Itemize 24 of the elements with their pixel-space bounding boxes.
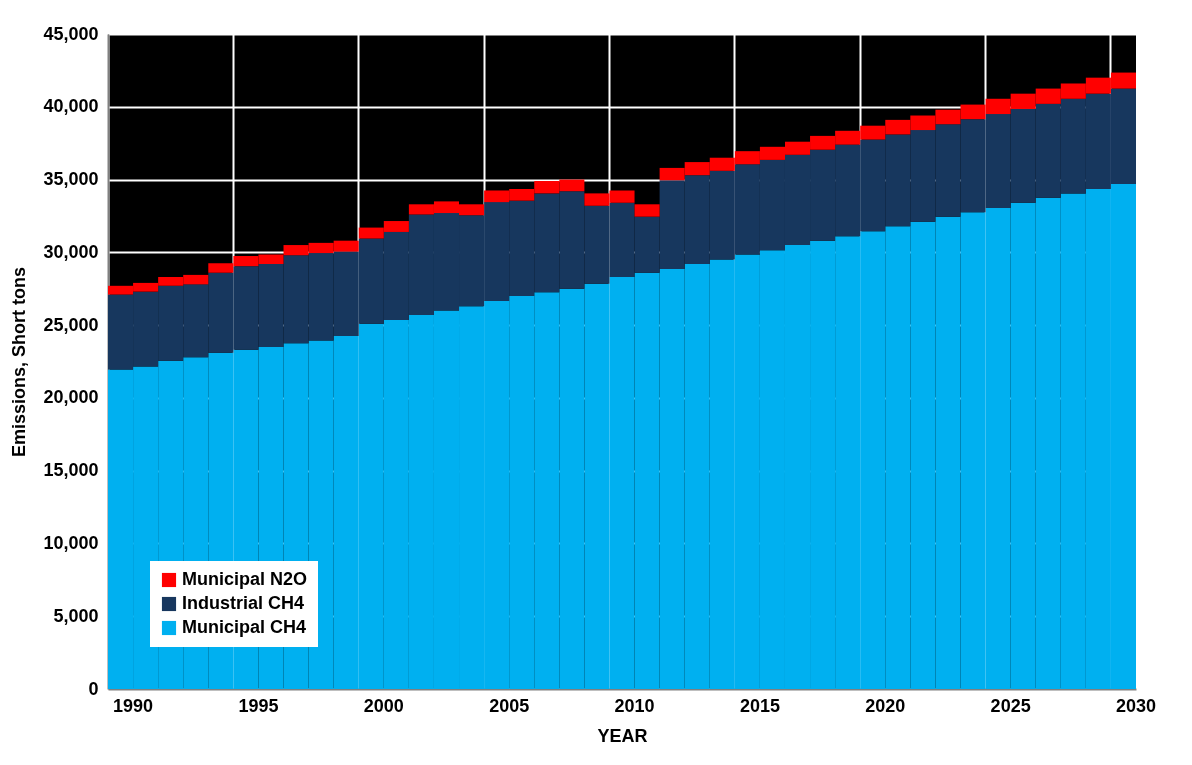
y-tick-label: 30,000 xyxy=(43,241,99,262)
x-tick-label: 2015 xyxy=(739,695,780,716)
x-tick-label: 2030 xyxy=(1115,695,1157,716)
y-tick-label: 25,000 xyxy=(43,314,99,335)
y-tick-label: 40,000 xyxy=(43,96,99,117)
legend-label: Municipal CH4 xyxy=(182,617,307,637)
x-tick-label: 1990 xyxy=(113,695,154,716)
x-tick-label: 1995 xyxy=(238,695,279,716)
y-tick-label: 45,000 xyxy=(43,23,99,44)
x-tick-label: 2020 xyxy=(865,695,906,716)
y-tick-label: 35,000 xyxy=(43,169,99,190)
y-tick-label: 0 xyxy=(88,678,99,699)
x-tick-label: 2000 xyxy=(363,695,404,716)
y-tick-label: 10,000 xyxy=(43,532,99,553)
y-tick-label: 20,000 xyxy=(43,387,99,408)
x-tick-label: 2025 xyxy=(990,695,1031,716)
x-axis-title: YEAR xyxy=(597,725,648,746)
y-tick-label: 5,000 xyxy=(53,605,99,626)
x-tick-label: 2010 xyxy=(614,695,655,716)
legend-label: Municipal N2O xyxy=(182,569,308,589)
y-axis-title: Emissions, Short tons xyxy=(9,266,30,458)
x-tick-label: 2005 xyxy=(489,695,530,716)
y-tick-label: 15,000 xyxy=(43,460,99,481)
legend-label: Industrial CH4 xyxy=(182,593,305,613)
